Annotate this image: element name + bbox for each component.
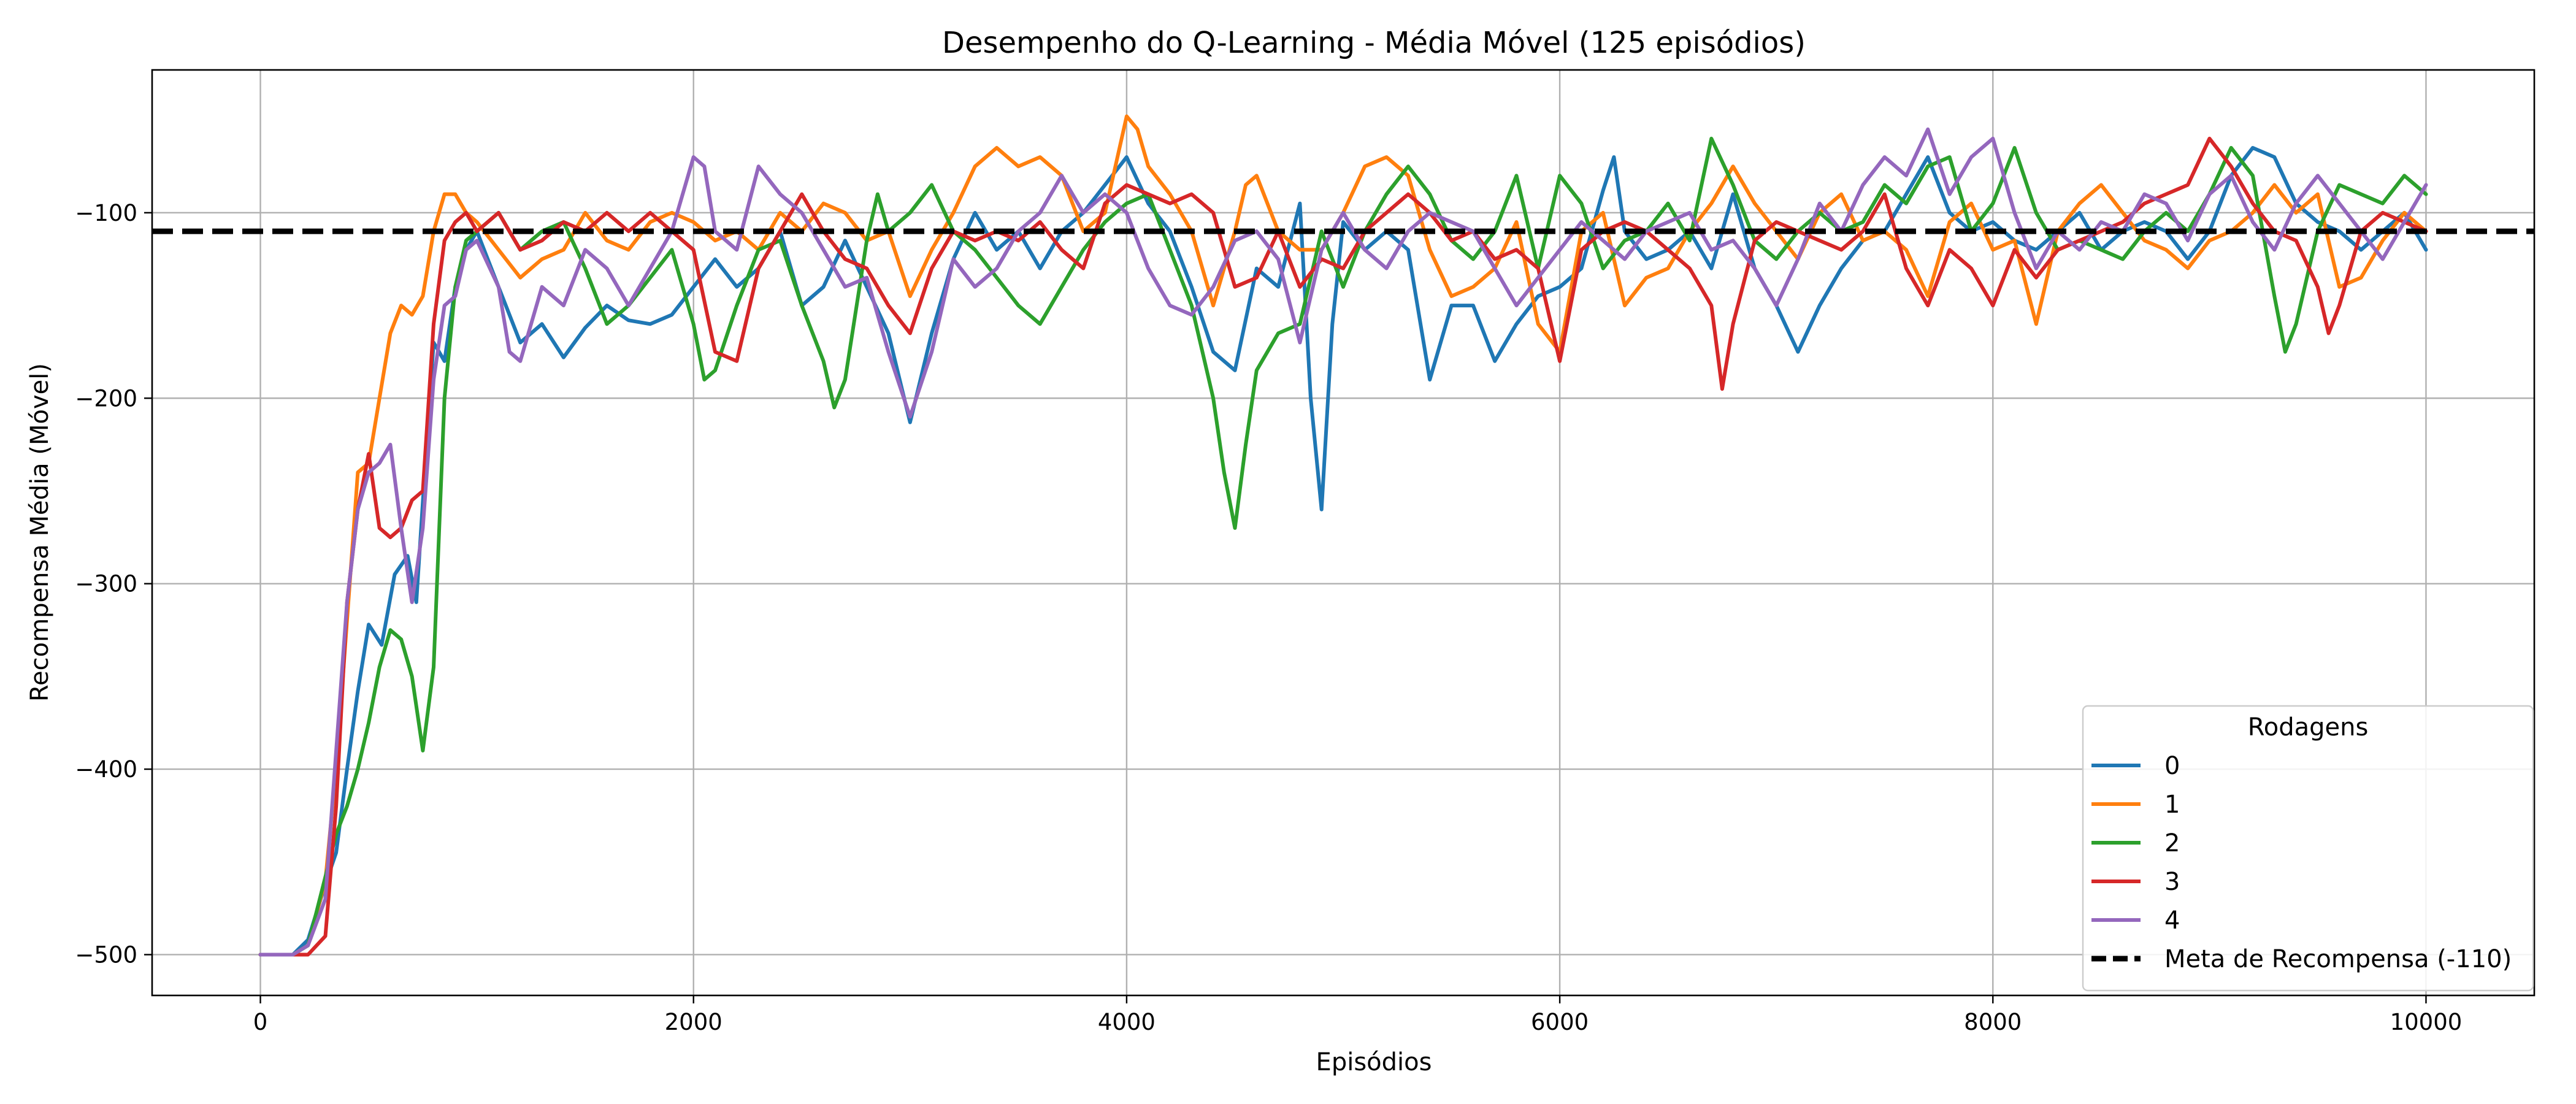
legend-title: Rodagens — [2248, 713, 2369, 742]
y-tick-label: −400 — [75, 756, 137, 783]
x-axis-label: Episódios — [1316, 1048, 1432, 1076]
x-tick-label: 8000 — [1964, 1009, 2022, 1035]
series-line-4 — [258, 127, 2428, 957]
y-tick-label: −500 — [75, 941, 137, 968]
x-tick-label: 4000 — [1098, 1009, 1156, 1035]
plot-area: 0 2000 4000 6000 8000 10000 −500 −400 −300 −200 −1… — [75, 69, 2536, 1035]
legend-label-5: Meta de Recompensa (-110) — [2164, 945, 2512, 973]
x-tick-label: 6000 — [1531, 1009, 1589, 1035]
axes-frame — [151, 69, 2536, 997]
legend-label-3: 3 — [2164, 868, 2180, 896]
legend-label-2: 2 — [2164, 829, 2180, 857]
x-tick-label: 10000 — [2390, 1009, 2463, 1035]
legend-label-0: 0 — [2164, 752, 2180, 780]
x-tick-label: 2000 — [665, 1009, 723, 1035]
series-group — [152, 114, 2534, 957]
legend-label-4: 4 — [2164, 907, 2180, 935]
legend-box — [2082, 705, 2534, 992]
legend: Rodagens 0 1 2 3 4 Meta de Recompensa (-110) — [2082, 705, 2534, 992]
legend-label-1: 1 — [2164, 791, 2180, 819]
series-line-3 — [258, 136, 2428, 957]
x-tick-label: 0 — [253, 1009, 268, 1035]
y-tick-label: −200 — [75, 385, 137, 412]
y-axis-label: Recompensa Média (Móvel) — [26, 363, 54, 702]
chart-title: Desempenho do Q-Learning - Média Móvel (… — [942, 26, 1806, 60]
y-tick-label: −100 — [75, 200, 137, 226]
series-line-1 — [258, 114, 2428, 957]
y-tick-label: −300 — [75, 571, 137, 597]
